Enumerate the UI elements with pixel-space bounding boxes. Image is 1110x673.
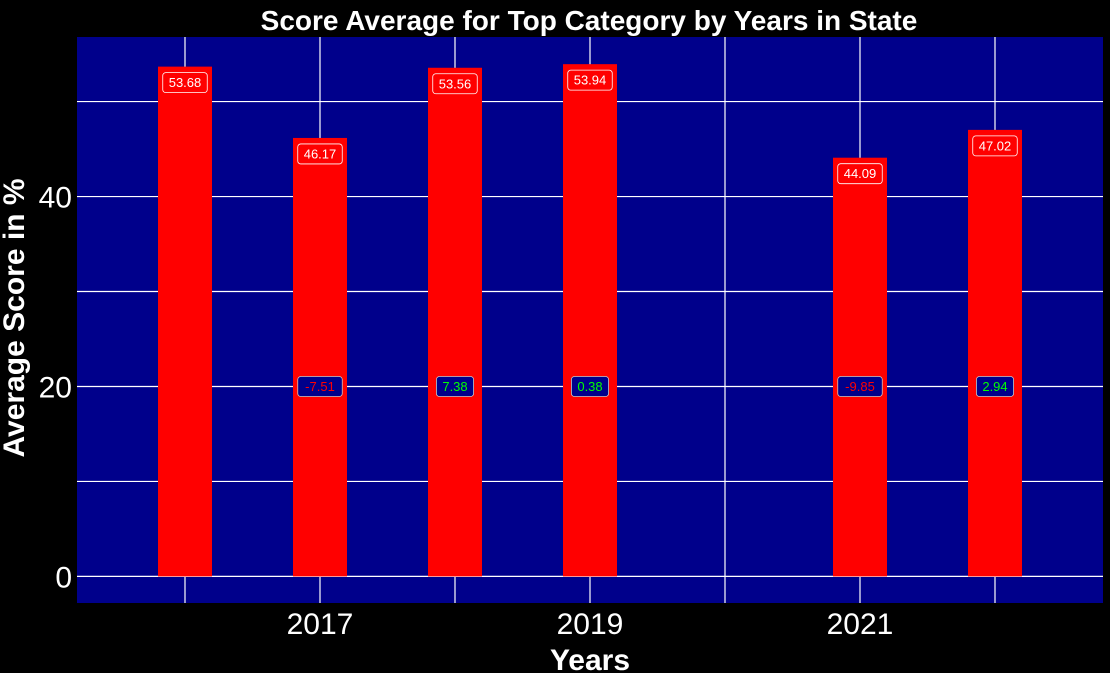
difference-label: 0.38 [577, 379, 602, 394]
y-axis-title: Average Score in % [0, 178, 31, 457]
y-tick-label: 40 [39, 182, 72, 215]
difference-label: 7.38 [442, 379, 467, 394]
value-label-box [972, 135, 1018, 157]
bar [293, 137, 347, 577]
x-tick-label: 2017 [287, 608, 354, 641]
difference-label-box [837, 376, 883, 397]
difference-label: 2.94 [982, 379, 1007, 394]
value-label-box [837, 163, 883, 185]
bar [563, 64, 617, 577]
difference-label: -9.85 [845, 379, 875, 394]
value-label: 47.02 [979, 138, 1012, 153]
chart-title: Score Average for Top Category by Years … [261, 5, 918, 36]
difference-label: -7.51 [305, 379, 335, 394]
axes: 2017 2019 2021 0 20 40 [39, 182, 894, 641]
value-label: 53.56 [439, 76, 472, 91]
difference-label-box [435, 376, 474, 397]
value-label: 53.94 [574, 73, 607, 88]
value-label: 46.17 [304, 146, 337, 161]
x-tick-label: 2019 [557, 608, 624, 641]
value-label-box [432, 73, 478, 95]
bars [158, 64, 1022, 577]
value-label: 44.09 [844, 166, 877, 181]
y-tick-label: 0 [55, 561, 72, 594]
x-axis-title: Years [550, 644, 630, 673]
difference-label-box [976, 376, 1015, 397]
value-label-box [567, 69, 613, 91]
data-labels: 53.68 46.17 53.56 53.94 44.09 47.02 -7.51 7.38 0… [162, 69, 1018, 397]
x-tick-label: 2021 [827, 608, 894, 641]
value-label-box [297, 143, 343, 165]
value-label: 53.68 [169, 75, 202, 90]
difference-label-box [297, 376, 343, 397]
difference-label-box [571, 376, 610, 397]
value-label-box [162, 72, 208, 94]
bar [428, 67, 482, 577]
bar [968, 129, 1022, 577]
y-tick-label: 20 [39, 371, 72, 404]
bar [833, 157, 887, 577]
bar [158, 66, 212, 577]
